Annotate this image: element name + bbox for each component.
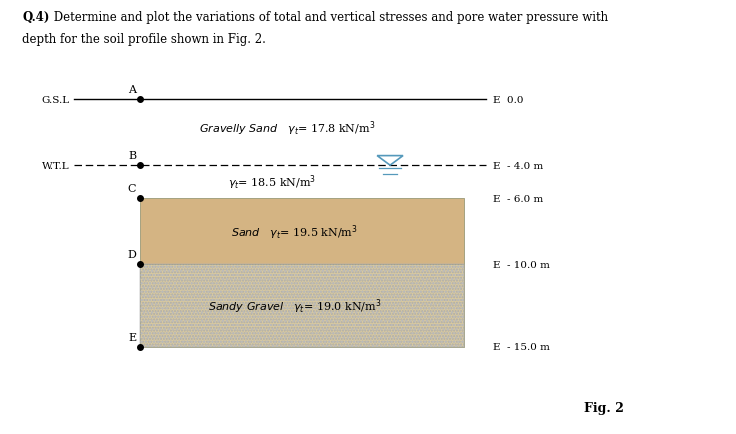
- Text: E  - 15.0 m: E - 15.0 m: [493, 343, 550, 352]
- Text: C: C: [127, 184, 136, 194]
- Text: Determine and plot the variations of total and vertical stresses and pore water : Determine and plot the variations of tot…: [50, 11, 608, 24]
- Text: E  0.0: E 0.0: [493, 95, 523, 104]
- Text: W.T.L: W.T.L: [42, 161, 70, 170]
- Text: A: A: [128, 85, 136, 95]
- Text: Fig. 2: Fig. 2: [584, 401, 623, 414]
- Text: E  - 6.0 m: E - 6.0 m: [493, 194, 543, 203]
- Bar: [140, 265, 464, 347]
- Text: B: B: [128, 151, 136, 161]
- Bar: [140, 199, 464, 265]
- Text: D: D: [127, 250, 136, 260]
- Text: Q.4): Q.4): [22, 11, 49, 24]
- Text: E  - 10.0 m: E - 10.0 m: [493, 260, 550, 269]
- Text: depth for the soil profile shown in Fig. 2.: depth for the soil profile shown in Fig.…: [22, 33, 266, 46]
- Text: E  - 4.0 m: E - 4.0 m: [493, 161, 543, 170]
- Text: E: E: [128, 332, 136, 342]
- Text: $\it{Gravelly\ Sand}$   $\it{\gamma_t}$= 17.8 kN/m$^3$: $\it{Gravelly\ Sand}$ $\it{\gamma_t}$= 1…: [199, 119, 375, 138]
- Bar: [140, 265, 464, 347]
- Text: G.S.L: G.S.L: [42, 95, 70, 104]
- Text: $\it{Sand}$   $\it{\gamma_t}$= 19.5 kN/m$^3$: $\it{Sand}$ $\it{\gamma_t}$= 19.5 kN/m$^…: [231, 223, 358, 241]
- Bar: [140, 265, 464, 347]
- Text: $\it{\gamma_t}$= 18.5 kN/m$^3$: $\it{\gamma_t}$= 18.5 kN/m$^3$: [228, 173, 316, 191]
- Text: $\it{Sandy\ Gravel}$   $\it{\gamma_t}$= 19.0 kN/m$^3$: $\it{Sandy\ Gravel}$ $\it{\gamma_t}$= 19…: [208, 297, 381, 315]
